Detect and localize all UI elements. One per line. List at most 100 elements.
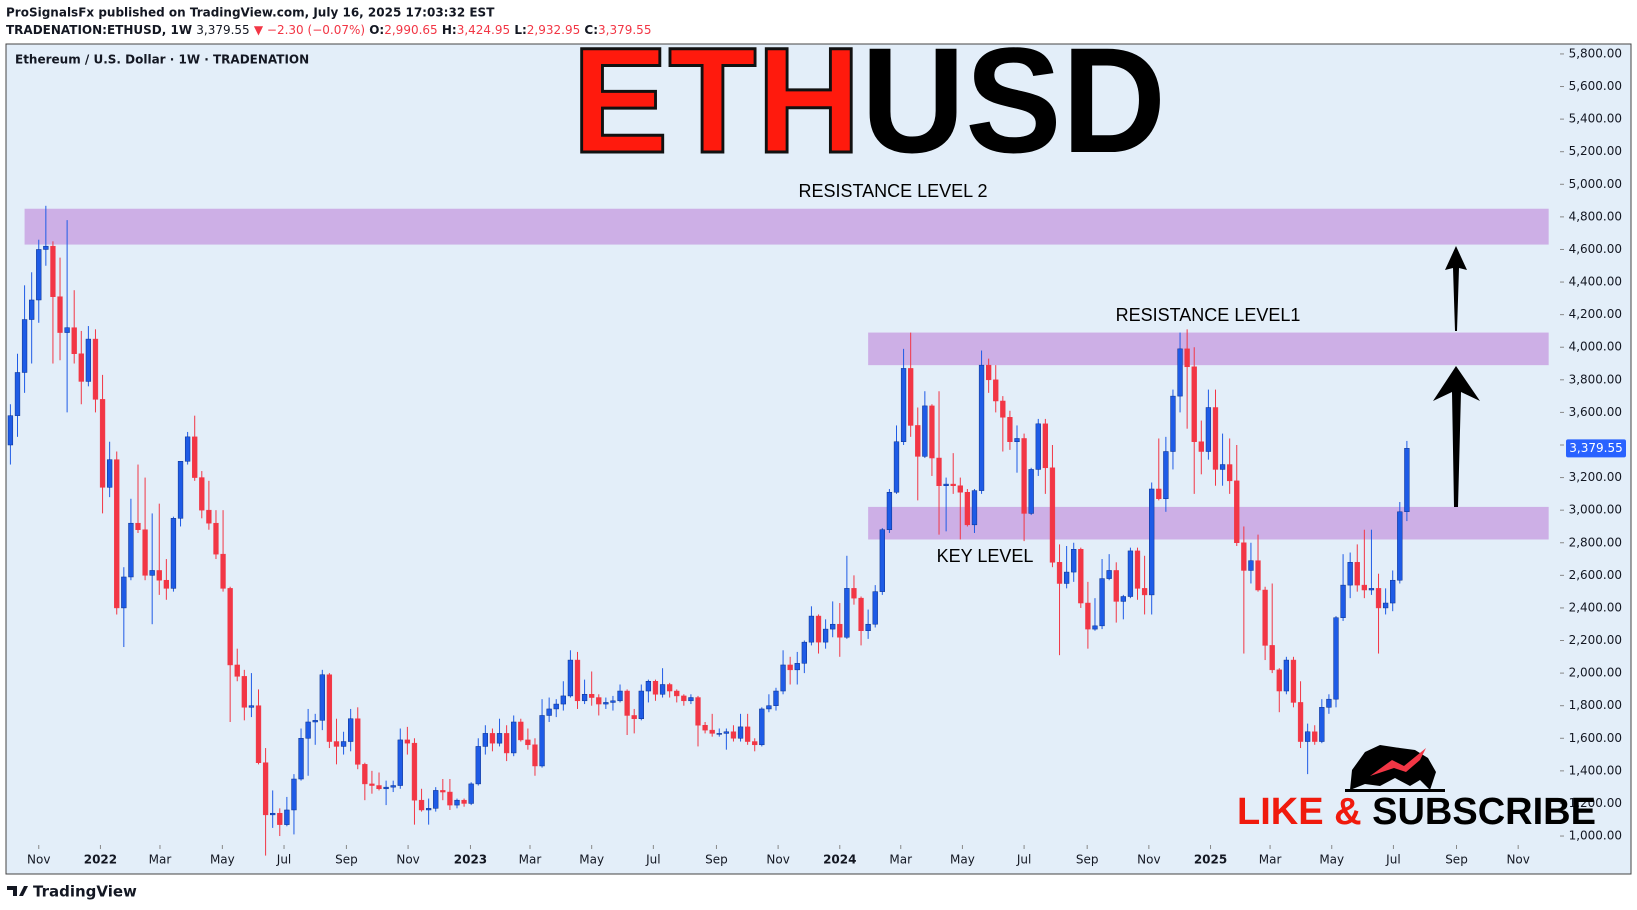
y-tick-label: 1,800.00	[1569, 698, 1622, 712]
candle-body	[376, 785, 382, 790]
l-label: L:	[514, 23, 526, 37]
candle-body	[128, 522, 134, 578]
candle-body	[390, 785, 396, 788]
candle-body	[1205, 407, 1212, 452]
x-tick-label: Nov	[1137, 853, 1160, 867]
candle-body	[1134, 550, 1141, 589]
x-tick-label: Nov	[396, 853, 419, 867]
o-label: O:	[369, 23, 384, 37]
candle-body	[610, 700, 616, 703]
candle-body	[1219, 464, 1226, 470]
candle-body	[511, 721, 517, 754]
candle-body	[348, 718, 354, 742]
candle-body	[1241, 542, 1247, 571]
cta-like: LIKE &	[1237, 791, 1362, 833]
chart-subtitle: Ethereum / U.S. Dollar · 1W · TRADENATIO…	[15, 53, 309, 67]
candle-body	[92, 338, 99, 400]
candle-body	[617, 690, 623, 702]
candle-body	[1092, 625, 1098, 630]
candle-body	[312, 720, 318, 723]
candle-body	[1063, 571, 1070, 584]
candle-body	[298, 738, 304, 780]
candle-body	[915, 425, 921, 457]
candle-body	[433, 790, 439, 809]
cta: LIKE & SUBSCRIBE	[1237, 791, 1596, 833]
candle-body	[284, 809, 290, 825]
candle-body	[723, 731, 730, 734]
candle-body	[411, 742, 418, 801]
candle-body	[688, 697, 694, 702]
candle-body	[64, 327, 70, 333]
candle-body	[1078, 549, 1084, 604]
author: ProSignalsFx published on TradingView.co…	[6, 6, 495, 20]
candle-body	[106, 459, 113, 488]
candle-body	[248, 705, 255, 708]
candle-body	[418, 799, 425, 811]
candle-body	[822, 628, 829, 643]
x-tick-label: 2022	[84, 853, 117, 867]
candle-body	[574, 659, 581, 702]
candle-body	[496, 733, 503, 744]
candle-body	[716, 733, 722, 735]
candle-body	[759, 708, 765, 746]
candle-body	[14, 372, 21, 416]
x-tick-label: Nov	[766, 853, 789, 867]
symbol-line: TRADENATION:ETHUSD, 1W 3,379.55 ▼ −2.30 …	[6, 23, 651, 37]
candle-body	[659, 684, 666, 695]
candle-body	[1113, 570, 1119, 602]
candle-body	[943, 483, 949, 486]
x-tick-label: Nov	[1506, 853, 1529, 867]
cta-subscribe: SUBSCRIBE	[1372, 791, 1596, 833]
x-tick-label: 2023	[454, 853, 487, 867]
candle-body	[936, 457, 942, 486]
zone	[868, 332, 1549, 366]
y-tick-label: 1,200.00	[1569, 796, 1622, 810]
candle-body	[1248, 560, 1254, 571]
candle-body	[1276, 669, 1282, 692]
plot: 1,000.00 1,200.00 1,400.00 1,600.00 1,800.00…	[7, 46, 1626, 867]
candle-body	[1056, 562, 1063, 584]
candle-body	[1290, 659, 1297, 703]
candle-body	[879, 529, 885, 592]
candle-body	[78, 353, 84, 382]
candle-body	[908, 368, 914, 426]
candle-body	[971, 490, 978, 526]
y-tick-label: 5,400.00	[1569, 112, 1622, 126]
candle-body	[362, 764, 368, 785]
candle-body	[1340, 584, 1346, 618]
y-tick-label: 4,600.00	[1569, 242, 1622, 256]
candle-body	[1375, 588, 1382, 609]
candle-body	[1361, 584, 1368, 591]
candle-body	[333, 741, 340, 747]
candle-body	[851, 588, 857, 599]
candle-body	[1283, 659, 1290, 692]
chart-title: ETHUSD	[572, 16, 1166, 184]
candle-body	[440, 790, 446, 793]
y-tick-label: 3,200.00	[1569, 470, 1622, 484]
x-tick-label: Jul	[1016, 853, 1031, 867]
y-tick-label: 5,800.00	[1569, 46, 1622, 60]
candle-body	[553, 703, 559, 710]
candle-body	[525, 739, 531, 746]
candle-body	[1106, 570, 1112, 579]
x-tick-label: Sep	[705, 853, 728, 867]
candle-body	[184, 436, 191, 462]
candle-body	[447, 791, 453, 806]
x-tick-label: Jul	[645, 853, 660, 867]
candle-body	[702, 724, 708, 731]
candle-body	[532, 744, 538, 767]
candle-body	[1071, 549, 1077, 573]
candle-body	[156, 570, 162, 581]
title-right: USD	[861, 16, 1166, 184]
x-tick-label: May	[950, 853, 975, 867]
candle-body	[85, 338, 92, 382]
candle-body	[752, 741, 758, 746]
candle-body	[21, 319, 28, 373]
candle-body	[1368, 588, 1375, 591]
candle-body	[454, 799, 460, 806]
x-tick-label: May	[210, 853, 235, 867]
candle-body	[1035, 423, 1041, 470]
candle-body	[1326, 698, 1332, 708]
candle-body	[645, 680, 652, 692]
candle-body	[589, 694, 595, 698]
